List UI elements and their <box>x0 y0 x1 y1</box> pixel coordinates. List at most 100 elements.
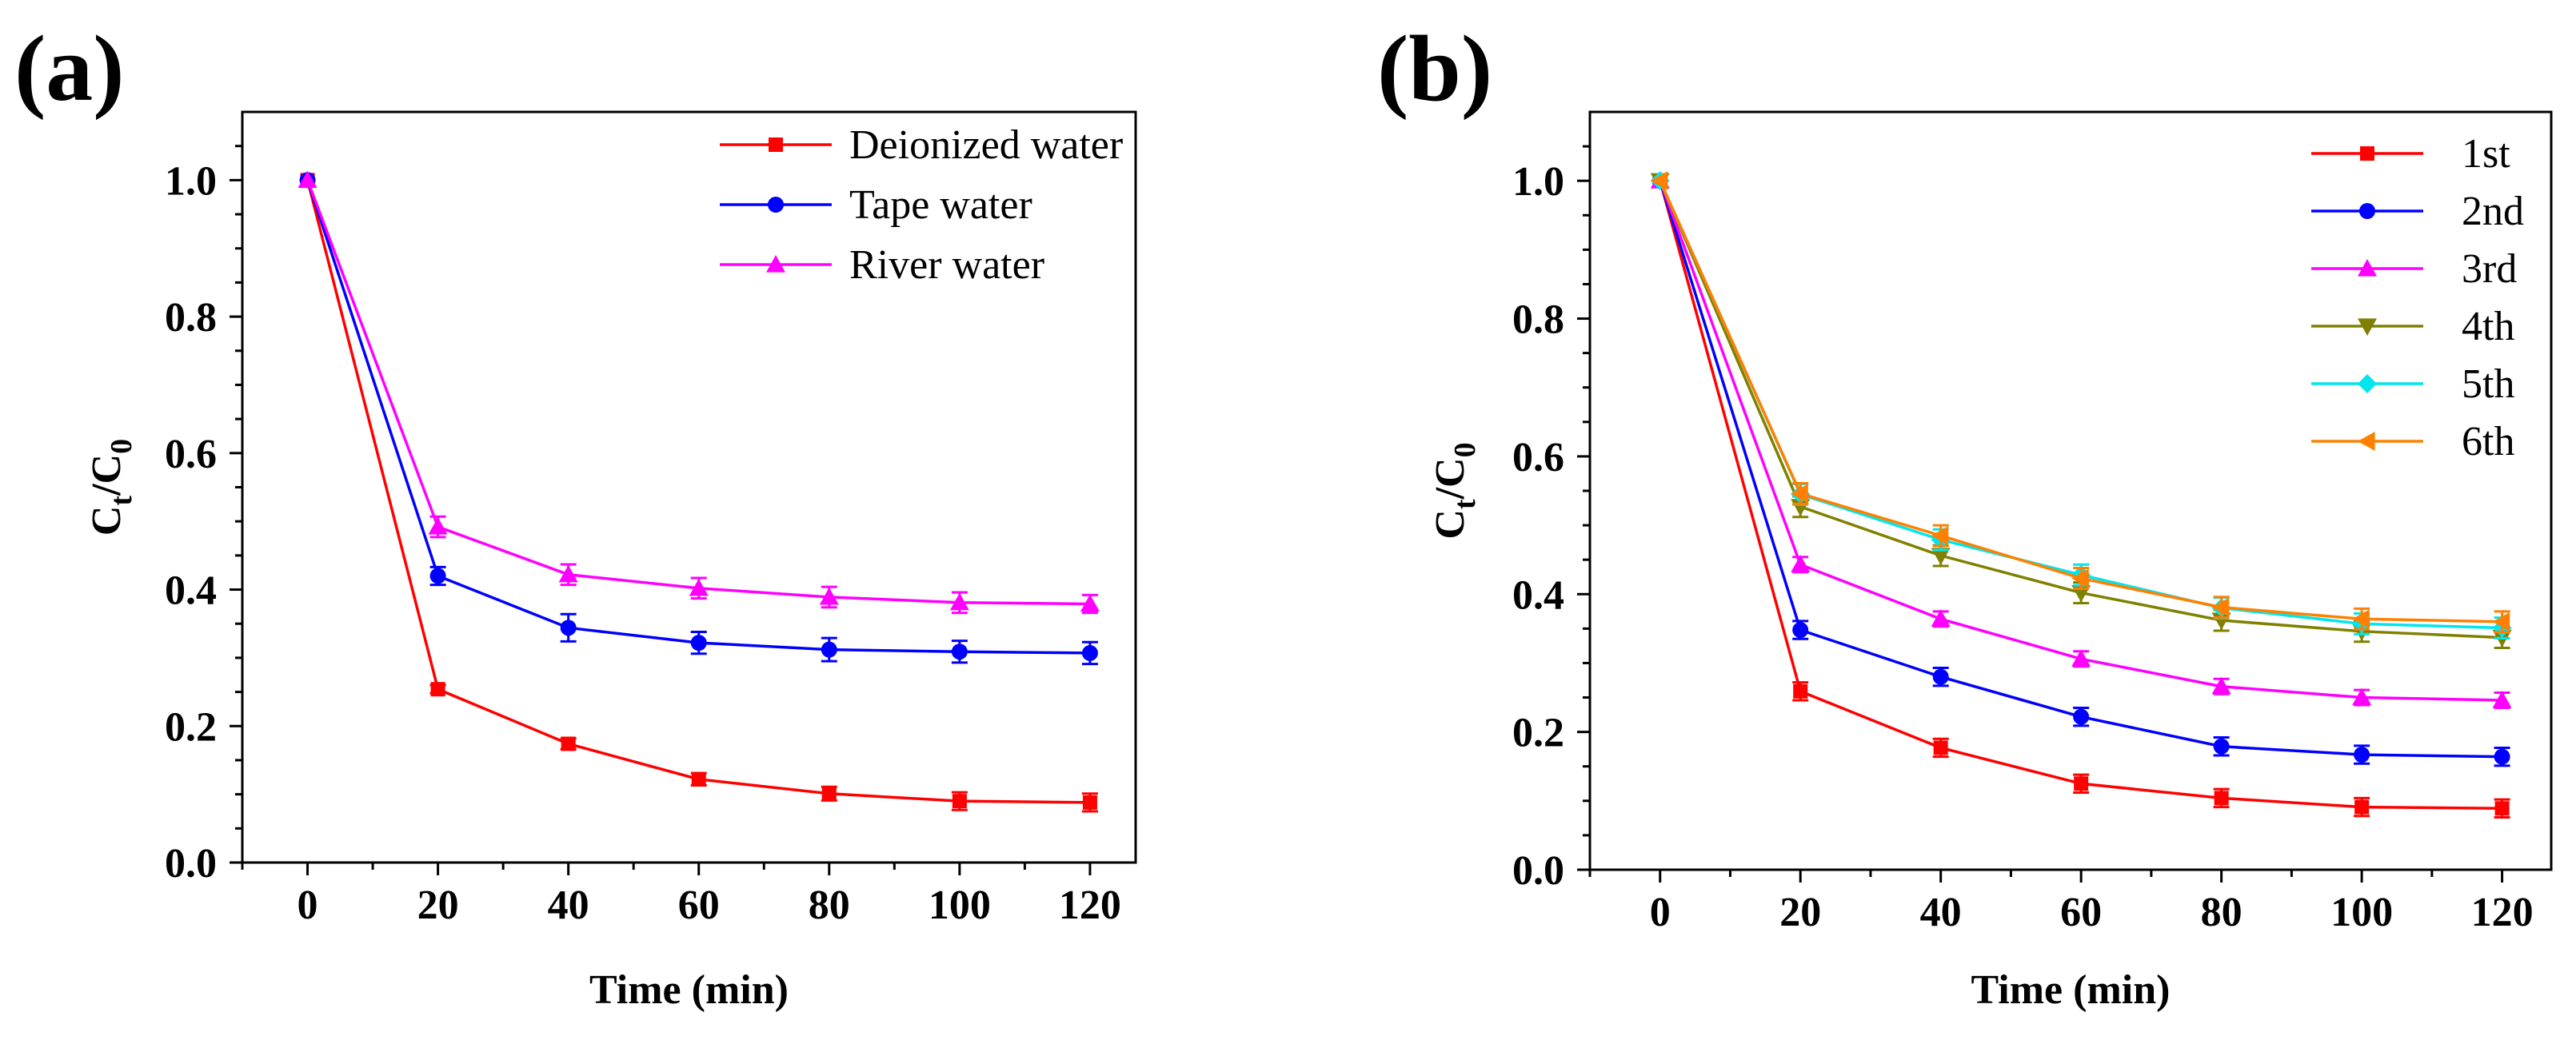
x-tick-label: 80 <box>2201 890 2243 935</box>
y-tick-label: 0.0 <box>165 841 217 887</box>
data-point <box>2494 748 2510 765</box>
x-tick-label: 120 <box>1059 883 1121 928</box>
y-tick-label: 0.4 <box>1512 572 1564 618</box>
series-line <box>1659 180 2502 624</box>
data-point <box>428 517 448 535</box>
chart-panel-b: (b) 0 20 40 60 80 100 120 0.0 0.2 0.4 0.6 0.8 1.0 Time… <box>1377 16 2553 1013</box>
data-point <box>1932 668 1949 685</box>
y-tick-label: 1.0 <box>1512 159 1564 205</box>
data-point <box>1650 171 1668 191</box>
y-axis-title-subscript: t <box>105 496 138 506</box>
legend-entry: 5th <box>2311 361 2514 407</box>
data-point <box>2492 612 2510 632</box>
y-axis-title-part: C <box>84 506 130 536</box>
panel-label: (a) <box>14 16 125 121</box>
data-point <box>560 620 577 636</box>
data-point <box>1791 484 1808 504</box>
data-point <box>1931 526 1949 546</box>
data-point <box>1931 609 1951 627</box>
x-tick-label: 0 <box>298 883 318 928</box>
data-point <box>690 635 707 651</box>
legend-marker <box>2358 432 2375 451</box>
data-point <box>558 564 578 583</box>
y-tick-label: 0.6 <box>1512 435 1564 480</box>
x-tick-label: 20 <box>1779 890 1821 935</box>
y-tick-label: 0.4 <box>165 568 217 614</box>
y-axis-title: Ct/C0 <box>1428 442 1482 539</box>
data-point <box>1081 644 1098 661</box>
data-point <box>2211 676 2231 695</box>
data-point <box>2492 690 2512 708</box>
y-tick-label: 0.2 <box>1512 711 1564 756</box>
legend-marker <box>2358 259 2377 277</box>
y-tick-label: 0.2 <box>165 704 217 750</box>
legend-entry: 2nd <box>2311 189 2524 234</box>
x-tick-label: 80 <box>809 883 850 928</box>
data-point <box>1931 548 1951 566</box>
y-axis-title-part: / <box>84 484 130 496</box>
y-tick-label: 0.8 <box>165 295 217 341</box>
data-point <box>1080 594 1100 612</box>
data-point <box>561 736 576 751</box>
data-point <box>2494 801 2510 816</box>
y-axis-title-subscript: t <box>1448 499 1482 509</box>
data-point <box>951 644 968 660</box>
legend-entry: 6th <box>2311 419 2514 464</box>
y-tick-label: 0.8 <box>1512 297 1564 343</box>
legend-label: 5th <box>2462 361 2514 407</box>
data-point <box>691 771 706 787</box>
x-tick-label: 40 <box>548 883 589 928</box>
legend-entry: 4th <box>2311 304 2514 349</box>
data-point <box>2073 708 2090 725</box>
y-axis-title: Ct/C0 <box>84 439 138 536</box>
data-point <box>689 578 709 596</box>
data-point <box>2074 776 2089 791</box>
data-point <box>949 592 969 611</box>
legend-label: Deionized water <box>849 122 1123 168</box>
data-point <box>2214 791 2229 806</box>
x-tick-label: 120 <box>2471 890 2534 935</box>
x-tick-label: 60 <box>678 883 720 928</box>
series-river-water <box>298 170 1100 615</box>
legend-marker <box>766 255 785 273</box>
data-point <box>1791 555 1811 572</box>
x-tick-label: 40 <box>1920 890 1962 935</box>
legend-entry: Tape water <box>720 182 1032 228</box>
x-tick-label: 60 <box>2060 890 2102 935</box>
series-2nd <box>1651 173 2510 767</box>
data-point <box>2071 568 2089 588</box>
data-point <box>2213 738 2230 755</box>
x-tick-label: 20 <box>417 883 459 928</box>
y-axis-title-part: C <box>1428 509 1473 540</box>
y-tick-label: 1.0 <box>165 158 217 204</box>
data-point <box>1792 622 1809 639</box>
legend-entry: Deionized water <box>720 122 1123 168</box>
data-point <box>1933 740 1948 755</box>
legend-label: 2nd <box>2462 189 2524 234</box>
data-point <box>821 786 837 801</box>
y-axis-title-subscript: 0 <box>1448 442 1482 457</box>
data-point <box>2352 687 2372 706</box>
legend-marker <box>2358 318 2377 336</box>
data-point <box>2352 609 2370 629</box>
legend: 1st 2nd 3rd 4th 5th 6th <box>2311 131 2524 464</box>
legend-entry: River water <box>720 242 1044 288</box>
legend: Deionized water Tape water River water <box>720 122 1123 288</box>
legend-marker <box>2360 146 2374 161</box>
series-1st <box>1652 173 2510 819</box>
legend-marker <box>769 137 783 152</box>
series-6th <box>1650 171 2510 634</box>
x-tick-label: 100 <box>929 883 991 928</box>
y-tick-label: 0.6 <box>165 432 217 477</box>
data-point <box>819 587 839 605</box>
data-point <box>429 568 446 584</box>
x-axis-title: Time (min) <box>589 967 789 1013</box>
data-point <box>1082 795 1097 810</box>
data-point <box>2354 747 2370 763</box>
data-point <box>2071 649 2091 667</box>
legend-entry: 1st <box>2311 131 2510 177</box>
data-point <box>1793 683 1808 699</box>
legend-label: 6th <box>2462 419 2514 464</box>
legend-label: Tape water <box>849 182 1032 228</box>
series-3rd <box>1650 171 2512 709</box>
